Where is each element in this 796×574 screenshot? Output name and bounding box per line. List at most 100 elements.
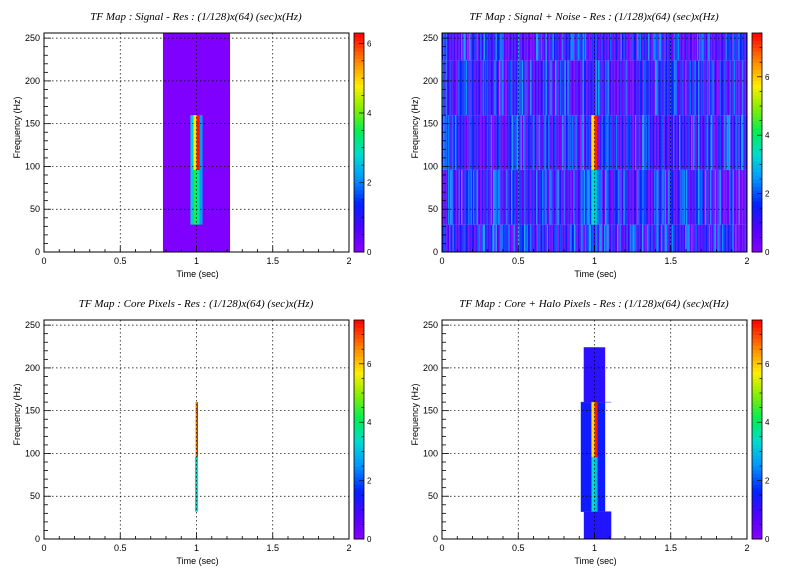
- core-cell: [591, 115, 595, 170]
- noise-cell: [518, 33, 520, 61]
- noise-cell: [605, 33, 607, 61]
- color-scale-step: [354, 509, 364, 514]
- color-scale-step: [354, 447, 364, 452]
- y-tick-label: 50: [30, 204, 40, 214]
- noise-cell: [462, 169, 464, 225]
- noise-cell: [669, 60, 671, 116]
- color-scale-step: [752, 164, 762, 169]
- noise-cell: [540, 60, 543, 116]
- noise-cell: [705, 224, 707, 252]
- noise-cell: [631, 224, 633, 252]
- noise-cell: [489, 169, 491, 225]
- noise-cell: [608, 60, 610, 116]
- noise-cell: [651, 169, 653, 225]
- noise-cell: [639, 224, 641, 252]
- noise-cell: [630, 60, 632, 116]
- color-scale-step: [752, 498, 762, 503]
- noise-cell: [582, 60, 584, 116]
- noise-cell: [736, 60, 738, 116]
- noise-cell: [503, 115, 506, 170]
- noise-cell: [726, 224, 728, 252]
- noise-cell: [494, 169, 496, 225]
- noise-cell: [517, 115, 519, 170]
- noise-cell: [636, 169, 638, 225]
- noise-cell: [462, 115, 464, 170]
- noise-cell: [621, 224, 624, 252]
- color-scale-step: [752, 248, 762, 253]
- noise-cell: [546, 33, 549, 61]
- color-scale-step: [752, 109, 762, 114]
- noise-cell: [694, 224, 696, 252]
- noise-cell: [636, 115, 638, 170]
- noise-cell: [477, 115, 479, 170]
- noise-cell: [507, 224, 509, 252]
- noise-cell: [683, 60, 686, 116]
- noise-cell: [583, 60, 585, 116]
- noise-cell: [471, 169, 473, 225]
- color-scale-step: [354, 33, 364, 38]
- color-scale-step: [752, 186, 762, 191]
- noise-cell: [503, 60, 506, 116]
- noise-cell: [682, 224, 684, 252]
- noise-cell: [484, 60, 487, 116]
- noise-cell: [446, 33, 448, 61]
- noise-cell: [671, 224, 674, 252]
- noise-cell: [577, 33, 580, 61]
- noise-cell: [474, 115, 476, 170]
- noise-cell: [493, 33, 495, 61]
- noise-cell: [720, 115, 722, 170]
- noise-cell: [570, 60, 572, 116]
- noise-cell: [624, 224, 626, 252]
- noise-cell: [730, 224, 732, 252]
- noise-cell: [458, 33, 460, 61]
- noise-cell: [525, 115, 527, 170]
- noise-cell: [599, 115, 601, 170]
- noise-cell: [584, 33, 587, 61]
- noise-cell: [685, 33, 687, 61]
- color-scale-step: [354, 528, 364, 533]
- noise-cell: [706, 169, 708, 225]
- noise-cell: [617, 60, 619, 116]
- noise-cell: [530, 115, 532, 170]
- noise-cell: [696, 169, 699, 225]
- noise-cell: [565, 60, 568, 116]
- noise-cell: [461, 169, 463, 225]
- noise-cell: [707, 115, 709, 170]
- noise-cell: [744, 60, 746, 116]
- noise-cell: [651, 60, 653, 116]
- noise-cell: [645, 60, 647, 116]
- noise-cell: [618, 115, 620, 170]
- noise-cell: [575, 33, 577, 61]
- core-cell: [196, 402, 199, 457]
- noise-cell: [447, 33, 450, 61]
- color-scale-step: [354, 62, 364, 67]
- noise-cell: [555, 115, 557, 170]
- noise-cell: [530, 33, 532, 61]
- color-scale-step: [752, 51, 762, 56]
- noise-cell: [607, 169, 609, 225]
- noise-cell: [638, 60, 640, 116]
- noise-cell: [495, 33, 497, 61]
- noise-cell: [741, 60, 743, 116]
- noise-cell: [643, 169, 645, 225]
- noise-cell: [524, 33, 526, 61]
- noise-cell: [489, 224, 491, 252]
- noise-cell: [630, 224, 632, 252]
- noise-cell: [577, 224, 580, 252]
- color-scale-step: [354, 116, 364, 122]
- noise-cell: [658, 224, 661, 252]
- noise-cell: [745, 33, 747, 61]
- color-scale-step: [354, 102, 364, 107]
- noise-cell: [714, 60, 717, 116]
- noise-cell: [475, 33, 477, 61]
- noise-cell: [579, 224, 581, 252]
- noise-cell: [642, 224, 644, 252]
- noise-cell: [727, 60, 730, 116]
- noise-cell: [509, 169, 512, 225]
- noise-cell: [718, 115, 720, 170]
- noise-cell: [488, 115, 490, 170]
- noise-cell: [644, 115, 646, 170]
- noise-cell: [713, 60, 715, 116]
- noise-cell: [569, 60, 571, 116]
